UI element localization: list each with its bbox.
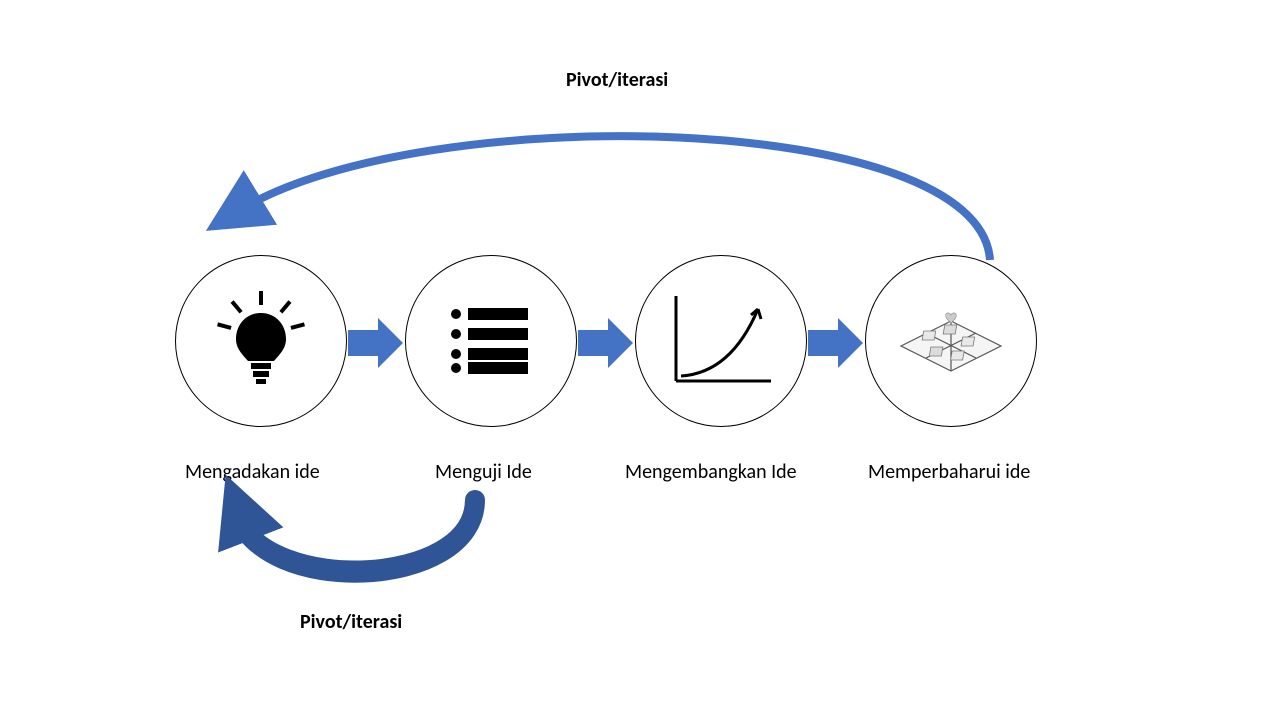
stage-3-circle [635,255,807,427]
forward-arrow-2 [578,318,633,368]
stage-3-label: Mengembangkan Ide [625,460,797,484]
canvas-icon [891,301,1011,381]
pivot-top-label: Pivot/iterasi [566,68,668,92]
pivot-bottom-label: Pivot/iterasi [300,610,402,634]
list-icon [448,306,534,376]
forward-arrow-3 [808,318,863,368]
stage-4-circle [865,255,1037,427]
stage-1-label: Mengadakan ide [185,460,320,484]
stage-2-circle [405,255,577,427]
lightbulb-icon [216,291,306,391]
stage-2-label: Menguji Ide [435,460,532,484]
stage-4-label: Memperbaharui ide [868,460,1030,484]
forward-arrow-1 [348,318,403,368]
stage-1-circle [175,255,347,427]
growth-icon [666,291,776,391]
